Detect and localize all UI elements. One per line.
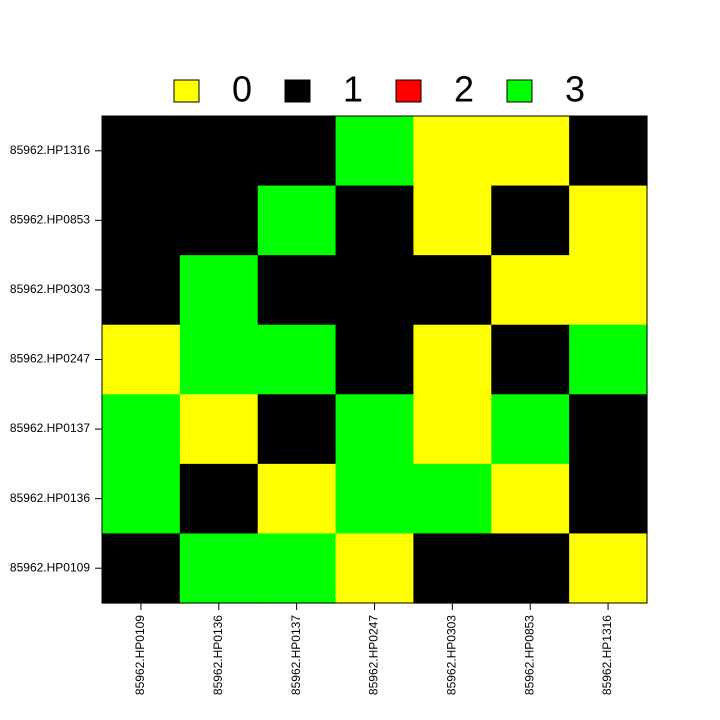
heatmap-cell — [335, 185, 415, 256]
legend-swatch — [395, 79, 422, 103]
heatmap-cell — [179, 324, 259, 395]
heatmap-cell — [102, 255, 181, 326]
x-tick-label: 85962.HP1316 — [600, 615, 614, 695]
legend-label: 3 — [565, 69, 585, 110]
heatmap-cell — [102, 185, 181, 256]
heatmap-cell — [257, 255, 337, 326]
heatmap-cell — [569, 463, 648, 535]
y-tick-label: 85962.HP0137 — [10, 421, 90, 435]
x-axis: 85962.HP0109 85962.HP0136 85962.HP0137 8596… — [133, 603, 614, 695]
heatmap-cell — [413, 463, 492, 535]
heatmap-cell — [102, 116, 181, 187]
heatmap-cell — [335, 533, 415, 604]
heatmap-cell — [335, 463, 415, 535]
x-tick-label: 85962.HP0109 — [133, 615, 147, 695]
heatmap-cell — [335, 116, 415, 187]
legend: 0 1 2 3 — [173, 69, 585, 110]
heatmap-cell — [257, 324, 337, 395]
heatmap-cell — [491, 394, 570, 465]
y-tick-label: 85962.HP0247 — [10, 352, 90, 366]
x-tick-label: 85962.HP0853 — [522, 615, 536, 695]
x-tick-label: 85962.HP0303 — [445, 615, 459, 695]
heatmap-cell — [179, 533, 259, 604]
legend-swatch — [284, 79, 311, 103]
y-tick-label: 85962.HP0136 — [10, 491, 90, 505]
legend-label: 2 — [454, 69, 474, 110]
heatmap-cell — [257, 185, 337, 256]
heatmap-cell — [413, 533, 492, 604]
heatmap-cell — [491, 185, 570, 256]
heatmap-cell — [569, 255, 648, 326]
heatmap-cell — [179, 116, 259, 187]
heatmap-cell — [569, 116, 648, 187]
legend-label: 0 — [232, 69, 252, 110]
heatmap-cell — [491, 533, 570, 604]
heatmap-cell — [491, 324, 570, 395]
y-tick-label: 85962.HP0109 — [10, 560, 90, 574]
heatmap-cell — [491, 255, 570, 326]
y-tick-label: 85962.HP0853 — [10, 213, 90, 227]
legend-label: 1 — [343, 69, 363, 110]
y-tick-label: 85962.HP0303 — [10, 282, 90, 296]
heatmap-cell — [491, 116, 570, 187]
legend-swatch — [173, 79, 200, 103]
y-tick-label: 85962.HP1316 — [10, 143, 90, 157]
heatmap-cells — [102, 116, 648, 604]
heatmap-cell — [413, 324, 492, 395]
heatmap-cell — [413, 116, 492, 187]
heatmap-cell — [102, 533, 181, 604]
heatmap-cell — [102, 324, 181, 395]
heatmap-cell — [413, 394, 492, 465]
x-tick-label: 85962.HP0136 — [211, 615, 225, 695]
heatmap-cell — [102, 463, 181, 535]
heatmap-cell — [491, 463, 570, 535]
heatmap-cell — [257, 116, 337, 187]
x-tick-label: 85962.HP0247 — [367, 615, 381, 695]
heatmap-cell — [335, 394, 415, 465]
heatmap-cell — [102, 394, 181, 465]
heatmap-cell — [257, 463, 337, 535]
y-axis: 85962.HP1316 85962.HP0853 85962.HP0303 8596… — [10, 143, 102, 574]
heatmap-cell — [179, 255, 259, 326]
heatmap-cell — [413, 255, 492, 326]
heatmap-cell — [179, 185, 259, 256]
heatmap-cell — [569, 394, 648, 465]
heatmap-cell — [335, 255, 415, 326]
heatmap-cell — [257, 394, 337, 465]
legend-swatch — [506, 79, 533, 103]
heatmap-cell — [569, 185, 648, 256]
heatmap-cell — [569, 533, 648, 604]
heatmap-cell — [335, 324, 415, 395]
heatmap-cell — [569, 324, 648, 395]
x-tick-label: 85962.HP0137 — [289, 615, 303, 695]
heatmap-cell — [413, 185, 492, 256]
heatmap-cell — [179, 463, 259, 535]
heatmap-cell — [257, 533, 337, 604]
heatmap-cell — [179, 394, 259, 465]
